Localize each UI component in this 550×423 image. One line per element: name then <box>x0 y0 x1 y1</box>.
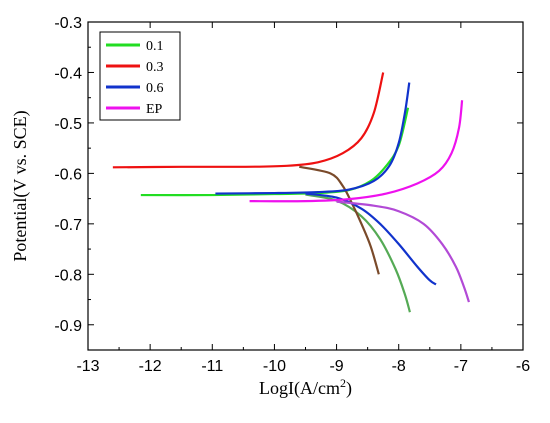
y-axis: -0.3 -0.4 -0.5 -0.6 -0.7 -0.8 -0.9 <box>54 15 523 335</box>
x-tick-label: -13 <box>76 358 99 375</box>
series-ep-anodic-line <box>249 100 464 203</box>
series-0-3-anodic-line <box>112 72 385 169</box>
x-tick-label: -11 <box>201 358 223 375</box>
y-tick-label: -0.5 <box>54 116 82 133</box>
x-axis-title: LogI(A/cm2) <box>259 376 352 399</box>
x-tick-label: -6 <box>516 358 530 375</box>
legend-label-0-3: 0.3 <box>146 60 164 75</box>
x-tick-label: -12 <box>139 358 162 375</box>
x-axis-title-main: LogI(A/cm <box>259 378 340 399</box>
y-tick-label: -0.6 <box>54 166 82 183</box>
x-tick-label: -7 <box>454 358 468 375</box>
x-tick-label: -9 <box>329 358 343 375</box>
series-0-6-cathodic-line <box>305 192 437 286</box>
series-0-6-anodic-line <box>215 82 411 195</box>
series-layer <box>112 72 470 313</box>
series-ep-cathodic-line <box>336 200 470 303</box>
legend-box <box>99 31 181 121</box>
y-tick-label: -0.4 <box>54 65 82 82</box>
x-axis-title-superscript: 2 <box>340 376 346 390</box>
y-tick-label: -0.8 <box>54 267 82 284</box>
y-tick-label: -0.9 <box>54 318 82 335</box>
y-tick-label: -0.3 <box>54 15 82 32</box>
legend-label-0-1: 0.1 <box>146 39 164 54</box>
legend-label-ep: EP <box>146 102 163 117</box>
legend-label-0-6: 0.6 <box>146 81 164 96</box>
y-tick-label: -0.7 <box>54 217 82 234</box>
legend: 0.1 0.3 0.6 EP <box>99 31 181 121</box>
x-axis: -13 -12 -11 -10 -9 -8 -7 -6 <box>76 22 530 375</box>
x-tick-label: -10 <box>263 358 286 375</box>
x-axis-title-suffix: ) <box>346 378 352 399</box>
y-axis-title: Potential(V vs. SCE) <box>10 110 31 261</box>
x-tick-label: -8 <box>392 358 406 375</box>
